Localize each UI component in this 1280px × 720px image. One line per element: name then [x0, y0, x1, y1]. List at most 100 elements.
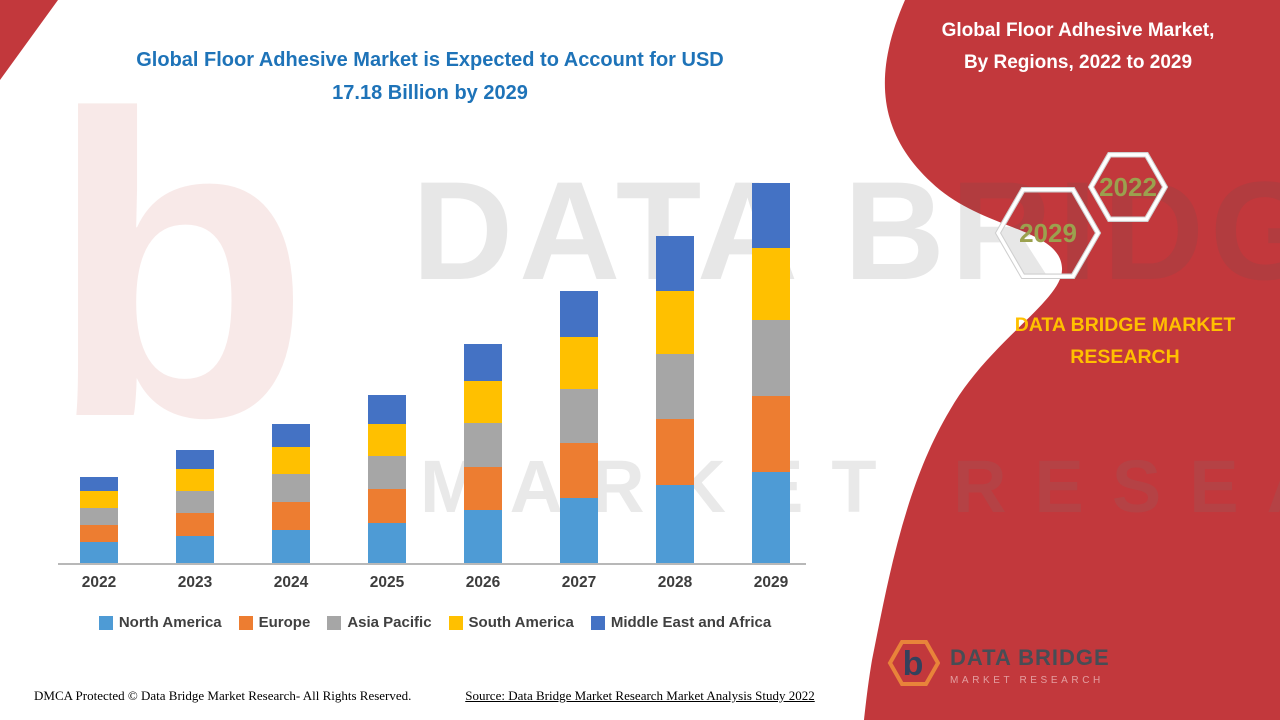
- bar-segment: [272, 423, 310, 448]
- bar-segment: [560, 290, 598, 338]
- side-panel-title-line1: Global Floor Adhesive Market,: [941, 20, 1215, 41]
- bar-segment: [272, 473, 310, 502]
- brand-text: DATA BRIDGE MARKET RESEARCH: [970, 309, 1280, 373]
- company-logo-monogram: b: [903, 645, 924, 683]
- x-axis-label: 2024: [273, 574, 309, 591]
- bar-column-2026: 2026: [464, 344, 502, 591]
- bar-segment: [752, 247, 790, 320]
- side-panel-title: Global Floor Adhesive Market, By Regions…: [900, 15, 1256, 80]
- legend-label: Europe: [258, 614, 311, 631]
- bar-stack: [368, 395, 406, 563]
- bar-segment: [752, 319, 790, 396]
- bar-segment: [752, 395, 790, 472]
- bar-segment: [176, 513, 214, 536]
- bar-segment: [176, 469, 214, 491]
- bar-segment: [272, 447, 310, 474]
- legend-label: South America: [468, 614, 574, 631]
- company-logo-title: DATA BRIDGE: [950, 644, 1110, 670]
- legend-item: Europe: [238, 614, 311, 631]
- bar-column-2029: 2029: [752, 183, 790, 591]
- bar-segment: [560, 337, 598, 389]
- bar-segment: [80, 476, 118, 492]
- bar-segment: [464, 381, 502, 423]
- x-axis-label: 2022: [81, 574, 117, 591]
- bar-segment: [272, 529, 310, 563]
- company-logo-icon: b: [887, 640, 940, 686]
- bar-segment: [560, 497, 598, 563]
- bar-segment: [656, 353, 694, 419]
- page-title-line1: Global Floor Adhesive Market is Expected…: [136, 49, 724, 71]
- bar-segment: [656, 235, 694, 292]
- legend-item: Asia Pacific: [327, 614, 432, 631]
- legend-label: Asia Pacific: [347, 614, 432, 631]
- bar-stack: [464, 344, 502, 563]
- footer-source-label: Source: Data Bridge Market Research Mark…: [465, 688, 815, 703]
- legend-swatch-icon: [98, 615, 113, 630]
- legend-swatch-icon: [448, 615, 463, 630]
- page-title: Global Floor Adhesive Market is Expected…: [80, 44, 780, 110]
- company-logo: b DATA BRIDGE MARKET RESEARCH: [886, 636, 1110, 694]
- bar-column-2025: 2025: [368, 395, 406, 591]
- bar-segment: [368, 395, 406, 424]
- bar-segment: [368, 522, 406, 563]
- page-title-line2: 17.18 Billion by 2029: [332, 82, 528, 104]
- bar-segment: [656, 484, 694, 563]
- bar-stack: [176, 450, 214, 563]
- bar-segment: [656, 419, 694, 485]
- company-logo-text: DATA BRIDGE MARKET RESEARCH: [950, 645, 1110, 686]
- bar-stack: [80, 476, 118, 563]
- brand-text-line2: RESEARCH: [1070, 346, 1180, 369]
- side-panel-title-line2: By Regions, 2022 to 2029: [963, 52, 1193, 74]
- bar-segment: [464, 466, 502, 511]
- company-logo-subtitle: MARKET RESEARCH: [950, 674, 1104, 686]
- bar-segment: [176, 536, 214, 563]
- chart-legend: North America Europe Asia Pacific South Ame…: [40, 614, 830, 631]
- bar-column-2022: 2022: [80, 476, 118, 591]
- bar-stack: [560, 290, 598, 563]
- x-axis-label: 2029: [753, 574, 789, 591]
- bar-stack: [752, 183, 790, 563]
- bar-segment: [368, 489, 406, 523]
- x-axis-label: 2026: [465, 574, 501, 591]
- bar-segment: [80, 491, 118, 508]
- x-axis-label: 2023: [177, 574, 213, 591]
- bar-column-2024: 2024: [272, 423, 310, 591]
- bar-column-2028: 2028: [656, 235, 694, 591]
- bar-segment: [80, 524, 118, 543]
- bar-segment: [176, 490, 214, 514]
- legend-label: Middle East and Africa: [610, 614, 772, 631]
- bar-segment: [464, 422, 502, 467]
- legend-item: North America: [98, 614, 222, 631]
- bar-segment: [464, 510, 502, 563]
- bar-segment: [80, 507, 118, 525]
- legend-item: Middle East and Africa: [590, 614, 772, 631]
- bar-segment: [176, 450, 214, 470]
- brand-text-line1: DATA BRIDGE MARKET: [1014, 314, 1236, 336]
- x-axis-label: 2028: [657, 574, 693, 591]
- footer-source-text: Source: Data Bridge Market Research Mark…: [420, 688, 860, 704]
- legend-swatch-icon: [238, 615, 253, 630]
- chart-bars: 2022 2023 2024 2025 2026 2027 2028 2029: [58, 178, 806, 591]
- x-axis-label: 2027: [561, 574, 597, 591]
- bar-stack: [272, 423, 310, 563]
- legend-item: South America: [448, 614, 574, 631]
- x-axis-label: 2025: [369, 574, 405, 591]
- bar-column-2023: 2023: [176, 450, 214, 591]
- bar-segment: [560, 443, 598, 498]
- bar-column-2027: 2027: [560, 290, 598, 591]
- legend-swatch-icon: [590, 615, 605, 630]
- legend-swatch-icon: [327, 615, 342, 630]
- legend-label: North America: [118, 614, 222, 631]
- bar-segment: [752, 471, 790, 563]
- bar-segment: [368, 455, 406, 490]
- bar-segment: [464, 344, 502, 382]
- bar-segment: [272, 501, 310, 530]
- footer-dmca-text: DMCA Protected © Data Bridge Market Rese…: [34, 688, 412, 703]
- bar-segment: [368, 423, 406, 456]
- bar-stack: [656, 235, 694, 563]
- bar-segment: [656, 291, 694, 354]
- bar-segment: [752, 183, 790, 248]
- bar-segment: [80, 542, 118, 563]
